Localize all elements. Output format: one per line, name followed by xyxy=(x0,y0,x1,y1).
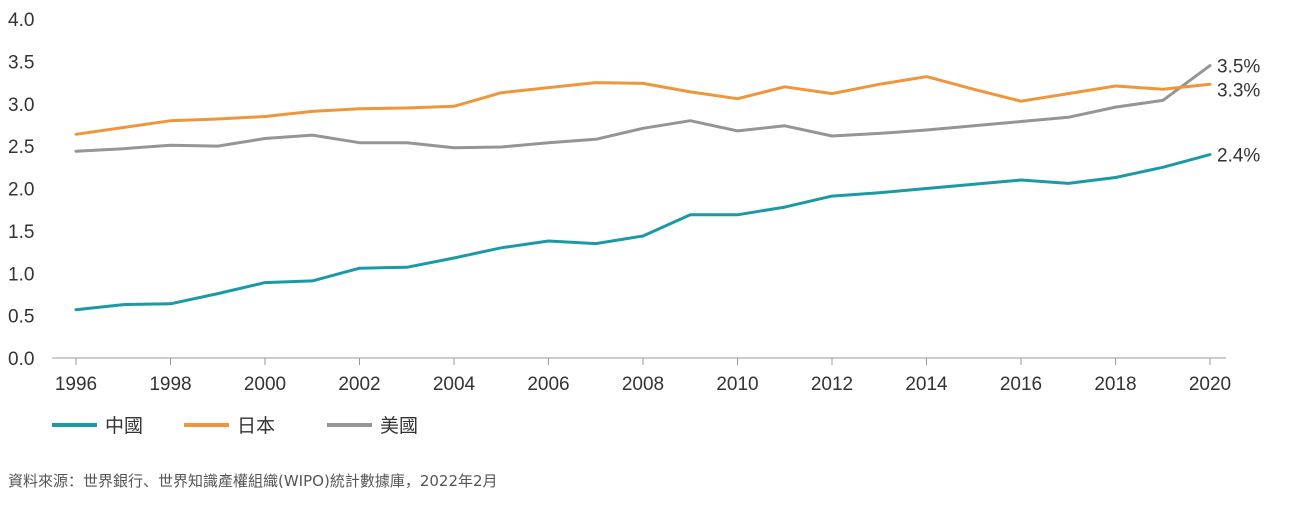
end-value-label: 2.4% xyxy=(1217,146,1260,167)
x-tick-label: 2014 xyxy=(905,374,948,395)
series-line-0 xyxy=(74,153,1212,312)
x-axis: 1996 1998 2000 2002 2004 2006 2008 2010 2012 2014… xyxy=(52,357,1231,395)
series-layer xyxy=(74,64,1212,312)
series-line-1 xyxy=(74,75,1212,136)
y-tick-label: 3.0 xyxy=(8,95,34,116)
y-tick-label: 0.5 xyxy=(8,307,34,328)
x-tick-label: 2002 xyxy=(338,374,380,395)
y-tick-label: 4.0 xyxy=(8,10,34,31)
y-tick-label: 0.0 xyxy=(8,349,34,370)
y-axis: 0.0 0.5 1.0 1.5 2.0 2.5 3.0 3.5 4.0 xyxy=(8,10,34,370)
source-note: 資料來源：世界銀行、世界知識產權組織(WIPO)統計數據庫，2022年2月 xyxy=(8,472,498,490)
end-value-label: 3.3% xyxy=(1217,81,1260,102)
y-tick-label: 1.0 xyxy=(8,264,34,285)
series-line-2 xyxy=(74,64,1212,153)
x-tick-label: 1996 xyxy=(55,374,97,395)
x-tick-label: 2006 xyxy=(527,374,569,395)
x-tick-label: 2010 xyxy=(716,374,758,395)
x-tick-label: 2016 xyxy=(1000,374,1042,395)
y-tick-label: 1.5 xyxy=(8,222,34,243)
end-value-label: 3.5% xyxy=(1217,57,1260,78)
legend-label: 日本 xyxy=(237,415,275,437)
y-tick-label: 3.5 xyxy=(8,52,34,73)
x-tick-label: 2012 xyxy=(811,374,853,395)
x-tick-label: 2018 xyxy=(1094,374,1136,395)
x-tick-label: 2020 xyxy=(1189,374,1231,395)
x-tick-label: 2000 xyxy=(244,374,286,395)
y-tick-label: 2.0 xyxy=(8,180,34,201)
x-tick-label: 2004 xyxy=(433,374,476,395)
legend-label: 中國 xyxy=(105,415,143,437)
x-tick-label: 1998 xyxy=(149,374,191,395)
legend: 中國 日本 美國 xyxy=(52,415,418,437)
x-tick-label: 2008 xyxy=(622,374,664,395)
legend-label: 美國 xyxy=(380,415,418,437)
y-tick-label: 2.5 xyxy=(8,137,34,158)
end-labels: 3.5% 3.3% 2.4% xyxy=(1217,57,1260,167)
